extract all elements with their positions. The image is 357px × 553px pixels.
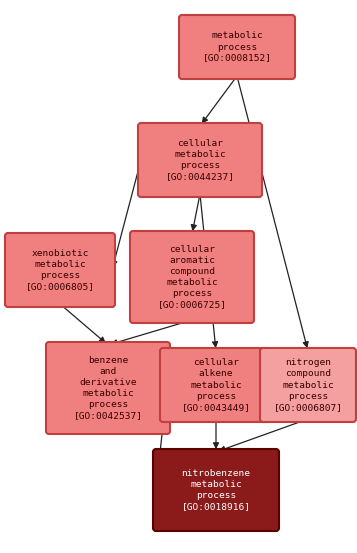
Text: metabolic
process
[GO:0008152]: metabolic process [GO:0008152]	[202, 32, 272, 62]
Text: xenobiotic
metabolic
process
[GO:0006805]: xenobiotic metabolic process [GO:0006805…	[25, 249, 95, 291]
Text: nitrobenzene
metabolic
process
[GO:0018916]: nitrobenzene metabolic process [GO:00189…	[181, 469, 251, 511]
FancyBboxPatch shape	[179, 15, 295, 79]
Text: cellular
metabolic
process
[GO:0044237]: cellular metabolic process [GO:0044237]	[166, 139, 235, 181]
FancyBboxPatch shape	[138, 123, 262, 197]
Text: nitrogen
compound
metabolic
process
[GO:0006807]: nitrogen compound metabolic process [GO:…	[273, 358, 342, 411]
Text: benzene
and
derivative
metabolic
process
[GO:0042537]: benzene and derivative metabolic process…	[74, 356, 142, 420]
FancyBboxPatch shape	[153, 449, 279, 531]
FancyBboxPatch shape	[160, 348, 272, 422]
FancyBboxPatch shape	[5, 233, 115, 307]
Text: cellular
alkene
metabolic
process
[GO:0043449]: cellular alkene metabolic process [GO:00…	[181, 358, 251, 411]
FancyBboxPatch shape	[260, 348, 356, 422]
FancyBboxPatch shape	[130, 231, 254, 323]
FancyBboxPatch shape	[46, 342, 170, 434]
Text: cellular
aromatic
compound
metabolic
process
[GO:0006725]: cellular aromatic compound metabolic pro…	[157, 245, 226, 309]
